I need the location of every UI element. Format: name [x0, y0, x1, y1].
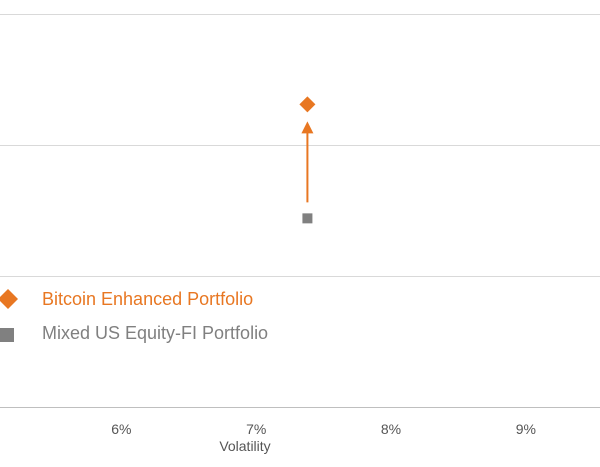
data-point-square — [302, 213, 313, 224]
legend: Bitcoin Enhanced Portfolio Mixed US Equi… — [0, 289, 268, 343]
x-axis-label: Volatility — [219, 438, 270, 454]
arrow-head — [301, 121, 314, 134]
legend-marker-diamond — [0, 289, 18, 309]
legend-marker-square — [0, 328, 14, 342]
gridlines — [0, 14, 600, 408]
x-tick-label: 7% — [246, 421, 266, 437]
legend-item-mixed-us-equity-fi: Mixed US Equity-FI Portfolio — [0, 323, 268, 343]
legend-label-bitcoin-enhanced: Bitcoin Enhanced Portfolio — [42, 289, 253, 309]
legend-label-mixed-us-equity-fi: Mixed US Equity-FI Portfolio — [42, 323, 268, 343]
x-tick-label: 8% — [381, 421, 401, 437]
data-point-diamond — [299, 96, 316, 113]
data-points — [299, 96, 316, 224]
annotations — [301, 121, 314, 203]
x-tick-label: 6% — [111, 421, 131, 437]
legend-item-bitcoin-enhanced: Bitcoin Enhanced Portfolio — [0, 289, 253, 309]
x-tick-labels: 6% 7% 8% 9% — [111, 421, 536, 437]
x-tick-label: 9% — [516, 421, 536, 437]
